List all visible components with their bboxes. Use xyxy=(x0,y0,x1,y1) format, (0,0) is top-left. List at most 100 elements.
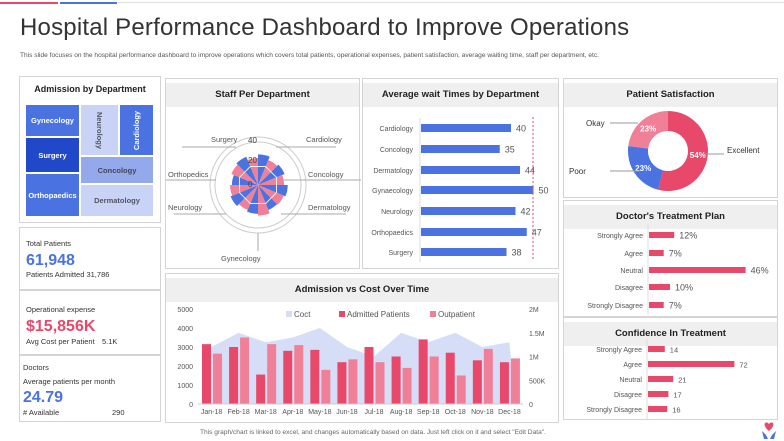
bar xyxy=(421,166,520,174)
panel-title: Doctor's Treatment Plan xyxy=(564,205,777,229)
radar-axis-label: Dermatology xyxy=(308,203,351,212)
bar xyxy=(648,346,665,352)
radar-wedge xyxy=(247,158,258,185)
panel-title: Patient Satisfaction xyxy=(564,83,777,107)
treemap-cell-concology[interactable]: Concology xyxy=(80,156,154,184)
y-tick: 4000 xyxy=(177,326,193,333)
admitted-bar xyxy=(499,362,509,404)
admitted-bar xyxy=(310,349,320,404)
wait-times-panel: Average wait Times by Department Cardiol… xyxy=(362,78,559,269)
x-tick: Aug-18 xyxy=(390,409,413,416)
data-label: 14 xyxy=(670,346,678,355)
treemap-cell-orthopaedics[interactable]: Orthopaedics xyxy=(25,173,80,217)
radar-wedge xyxy=(258,185,278,210)
donut-label: Okay xyxy=(586,119,605,128)
treemap-cell-dermatology[interactable]: Dermatology xyxy=(80,184,154,217)
category-label: Strongly Agree xyxy=(597,233,643,240)
data-label: 46% xyxy=(751,266,769,276)
y2-tick: 500K xyxy=(529,378,546,385)
data-label: 7% xyxy=(669,249,682,259)
outpatient-bar xyxy=(267,344,277,404)
total-patients-label: Total Patients xyxy=(26,239,72,248)
bar xyxy=(421,207,516,215)
data-label: 40 xyxy=(516,124,526,134)
admitted-bar xyxy=(445,352,455,404)
category-label: Neutral xyxy=(619,377,642,384)
bar xyxy=(649,232,675,238)
y2-tick: 2M xyxy=(529,307,539,314)
category-label: Strongly Agree xyxy=(596,347,642,354)
x-tick: Jun-18 xyxy=(336,409,358,416)
treemap-cell-gynecology[interactable]: Gynecology xyxy=(25,104,80,137)
treatment-plan-panel: Doctor's Treatment Plan Strongly Agree 12… xyxy=(563,200,778,317)
bar xyxy=(649,250,664,256)
treemap-label: Neurology xyxy=(95,111,104,149)
treatment-plan-chart: Strongly Agree 12% Agree 7% Neutral 46% Disagr… xyxy=(587,225,769,315)
avg-patients-value: 24.79 xyxy=(23,389,64,406)
outpatient-bar xyxy=(456,375,466,404)
admitted-bar xyxy=(472,360,482,404)
outpatient-bar xyxy=(510,358,520,404)
panel-title: Admission by Department xyxy=(34,84,146,94)
category-label: Disagree xyxy=(615,285,643,292)
patient-satisfaction-panel: Patient Satisfaction 54% 23% 23% Excellent P… xyxy=(563,78,778,198)
x-tick: Sep-18 xyxy=(417,409,440,416)
bar xyxy=(648,361,735,367)
radar-grid xyxy=(239,166,277,204)
y2-tick: 1M xyxy=(529,355,539,362)
treemap-cell-cardiology[interactable]: Cardiology xyxy=(119,104,154,156)
bar xyxy=(421,124,511,132)
outpatient-bar xyxy=(240,337,250,404)
heart-hands-icon xyxy=(762,422,776,439)
outpatient-bar xyxy=(321,369,331,404)
operational-expense-label: Operational expense xyxy=(26,305,96,314)
data-label: 17 xyxy=(673,391,681,400)
data-label: 35 xyxy=(505,145,515,155)
accent-bar-grey xyxy=(118,2,784,3)
admitted-bar xyxy=(418,339,428,404)
admitted-bar xyxy=(364,347,374,404)
x-tick: Dec-18 xyxy=(498,409,521,416)
staff-per-department-panel: Staff Per Department 40 20 0 Surgery Cardiol… xyxy=(165,78,361,269)
radar-wedge xyxy=(258,185,284,205)
category-label: Surgery xyxy=(388,250,413,257)
radar-wedge xyxy=(246,185,258,214)
x-tick: Mar-18 xyxy=(255,409,277,416)
panel-title: Admission vs Cost Over Time xyxy=(166,278,558,302)
available-label: # Available xyxy=(23,408,60,417)
admitted-bar xyxy=(202,344,211,404)
patients-admitted-text: Patients Admitted xyxy=(26,270,85,279)
treemap-cell-neurology[interactable]: Neurology xyxy=(80,104,119,156)
radar-wedge xyxy=(258,185,288,197)
admitted-bar xyxy=(229,347,239,404)
radar-axis-label: Neurology xyxy=(168,203,202,212)
data-label: 42 xyxy=(521,207,531,217)
outpatient-bar xyxy=(375,362,385,404)
radar-wedge xyxy=(258,160,278,185)
radar-wedge xyxy=(230,185,258,207)
confidence-panel: Confidence In Treatment Strongly Agree 14… xyxy=(563,317,778,420)
category-label: Strongly Disagree xyxy=(586,407,642,414)
donut-percent: 54% xyxy=(690,151,706,160)
data-label: 50 xyxy=(539,186,549,196)
data-label: 10% xyxy=(675,283,693,293)
radar-wedge xyxy=(231,175,258,185)
donut-label: Poor xyxy=(569,167,586,176)
avg-cost-value: 5.1K xyxy=(102,337,118,346)
outpatient-bar xyxy=(213,353,222,404)
bar xyxy=(421,186,534,194)
bar xyxy=(648,376,674,382)
bar xyxy=(649,302,664,308)
radar-tick: 40 xyxy=(248,136,257,145)
y-tick: 1000 xyxy=(177,383,193,390)
total-patients-card: Total Patients 61,948 Patients Admitted … xyxy=(19,227,161,290)
footer-note: This graph/chart is linked to excel, and… xyxy=(200,429,546,436)
radar-tick: 0 xyxy=(248,180,253,189)
outpatient-bar xyxy=(483,348,493,404)
legend-swatch xyxy=(339,311,345,317)
admitted-bar xyxy=(256,374,266,404)
patients-admitted-label: Patients Admitted 31,786 xyxy=(26,270,109,279)
radar-axis-label: Gynecology xyxy=(221,254,261,263)
x-tick: May-18 xyxy=(308,409,331,416)
treemap-cell-surgery[interactable]: Surgery xyxy=(25,137,80,173)
